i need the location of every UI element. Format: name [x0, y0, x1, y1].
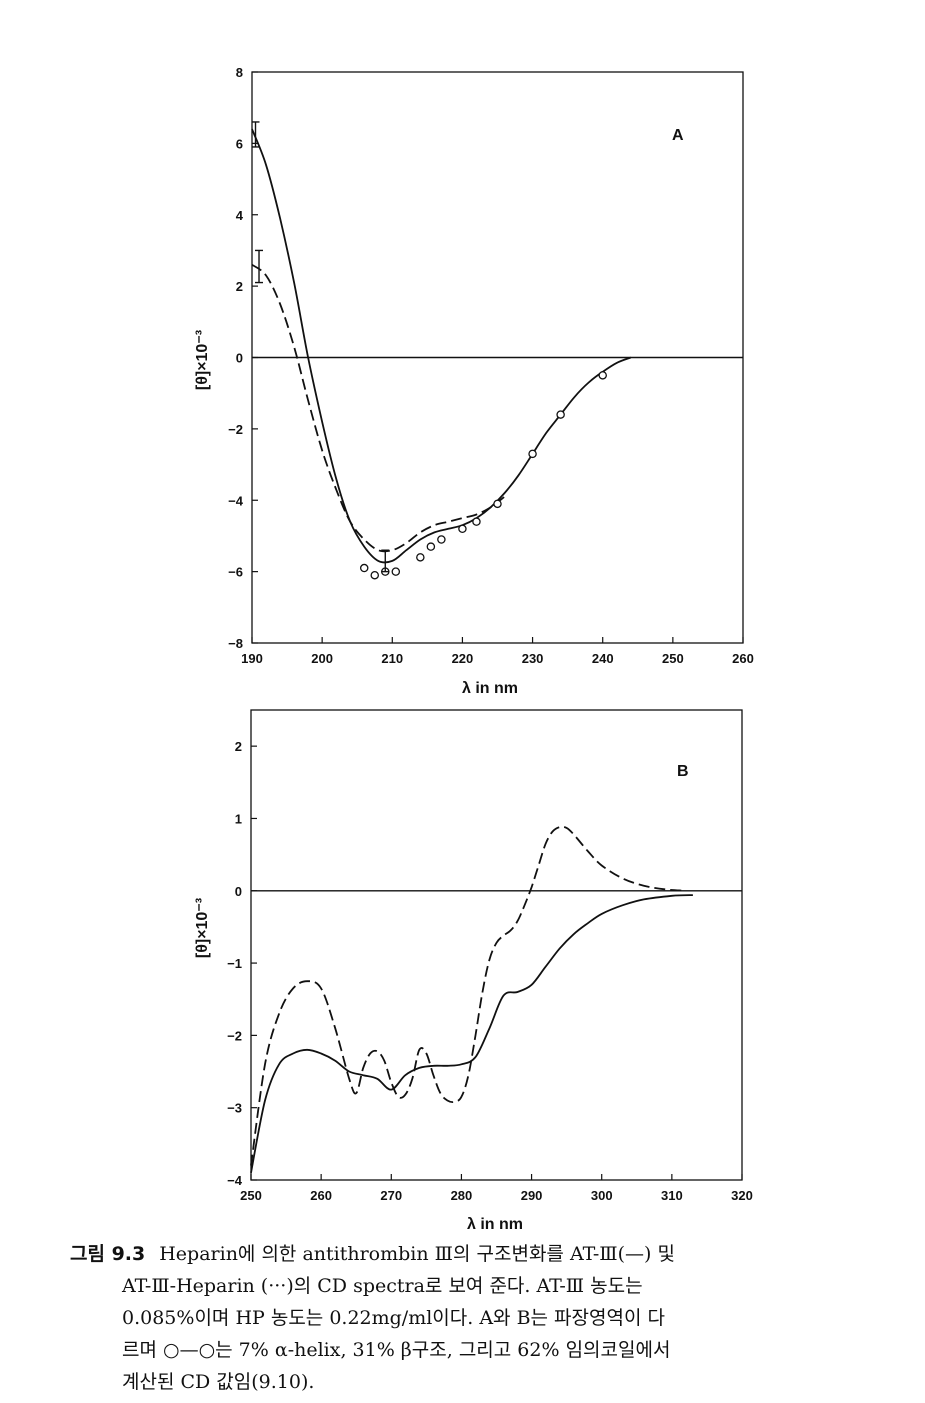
- data-point-a-4: [416, 553, 425, 562]
- y-tick-label-b-2: 0: [235, 884, 242, 899]
- y-tick-label-b-3: −1: [227, 956, 242, 971]
- data-point-a-3: [391, 567, 401, 576]
- x-tick-label-b-0: 250: [240, 1188, 262, 1203]
- caption-line-3: 0.085%이며 HP 농도는 0.22mg/ml이다. A와 B는 파장영역이…: [122, 1307, 665, 1329]
- y-tick-label-a-6: −4: [228, 493, 244, 508]
- y-tick-label-b-4: −2: [227, 1028, 242, 1043]
- y-tick-label-b-0: 2: [235, 739, 242, 754]
- x-tick-label-b-1: 260: [310, 1188, 332, 1203]
- series-line-a-dashed: [251, 263, 506, 553]
- ticks-a: 190 200 210 220 230 240 250 260 8 6 4 2 0 −2 −4 −6 −8: [228, 65, 754, 666]
- x-tick-label-a-4: 230: [522, 651, 544, 666]
- series-line-a-solid: [251, 128, 632, 564]
- data-point-a-9: [493, 499, 502, 509]
- caption-label: 그림 9.3: [70, 1243, 146, 1265]
- y-tick-label-a-4: 0: [236, 351, 243, 366]
- series-line-b-dashed: [250, 825, 686, 1166]
- y-tick-label-a-7: −6: [228, 565, 243, 580]
- y-axis-title-b: [θ]×10⁻³: [194, 898, 211, 958]
- x-tick-label-b-4: 290: [521, 1188, 543, 1203]
- figure-caption: 그림 9.3 Heparin에 의한 antithrombin Ⅲ의 구조변화를 …: [70, 1238, 910, 1398]
- data-point-a-6: [437, 535, 446, 544]
- y-tick-label-b-1: 1: [235, 811, 242, 826]
- series-a: [251, 121, 632, 580]
- x-tick-label-b-7: 320: [731, 1188, 753, 1203]
- data-point-a-7: [458, 524, 467, 534]
- y-tick-label-a-0: 8: [236, 65, 243, 80]
- caption-text-1: Heparin에 의한 antithrombin Ⅲ의 구조변화를 AT-Ⅲ(—…: [159, 1243, 675, 1265]
- y-tick-label-a-2: 4: [236, 208, 244, 223]
- x-tick-label-b-2: 270: [380, 1188, 402, 1203]
- data-point-a-11: [556, 410, 565, 419]
- y-tick-label-a-8: −8: [228, 636, 243, 651]
- x-tick-label-a-5: 240: [592, 651, 614, 666]
- data-point-a-5: [426, 542, 436, 551]
- data-point-a-1: [370, 570, 379, 580]
- x-axis-title-b: λ in nm: [467, 1216, 523, 1233]
- y-tick-label-a-5: −2: [228, 422, 243, 437]
- series-b: [250, 825, 693, 1173]
- x-tick-label-a-2: 210: [381, 651, 403, 666]
- x-tick-label-a-0: 190: [241, 651, 263, 666]
- x-tick-label-b-6: 310: [661, 1188, 683, 1203]
- y-tick-label-b-6: −4: [227, 1173, 243, 1188]
- x-tick-label-b-5: 300: [591, 1188, 613, 1203]
- caption-line-2: AT-Ⅲ-Heparin (···)의 CD spectra로 보여 준다. A…: [122, 1275, 643, 1297]
- y-tick-label-b-5: −3: [227, 1101, 242, 1116]
- y-tick-label-a-3: 2: [236, 279, 243, 294]
- ticks-b: 250 260 270 280 290 300 310 320 2 1 0 −1 −2 −3 −4: [227, 739, 753, 1203]
- chart-panel-b: 250 260 270 280 290 300 310 320 2 1 0 −1 −2 −3 −4 B [θ…: [194, 709, 753, 1233]
- x-tick-label-a-6: 250: [662, 651, 684, 666]
- y-tick-label-a-1: 6: [236, 136, 243, 151]
- x-axis-title-a: λ in nm: [462, 680, 518, 697]
- data-point-a-0: [359, 563, 369, 573]
- caption-line-1: 그림 9.3 Heparin에 의한 antithrombin Ⅲ의 구조변화를 …: [70, 1238, 910, 1270]
- panel-letter-a: A: [672, 127, 684, 144]
- x-tick-label-b-3: 280: [451, 1188, 473, 1203]
- x-tick-label-a-1: 200: [311, 651, 333, 666]
- caption-line-4: 르며 ○—○는 7% α-helix, 31% β구조, 그리고 62% 임의코…: [122, 1339, 671, 1361]
- x-tick-label-a-3: 220: [452, 651, 474, 666]
- series-line-b-solid: [250, 894, 693, 1173]
- plot-frame-b: [250, 709, 743, 1181]
- panel-letter-b: B: [677, 763, 689, 780]
- data-point-a-12: [598, 371, 607, 380]
- y-axis-title-a: [θ]×10⁻³: [194, 330, 211, 390]
- caption-line-5: 계산된 CD 값임(9.10).: [122, 1371, 315, 1393]
- data-point-a-10: [528, 449, 537, 459]
- x-tick-label-a-7: 260: [732, 651, 754, 666]
- data-point-a-8: [472, 517, 481, 526]
